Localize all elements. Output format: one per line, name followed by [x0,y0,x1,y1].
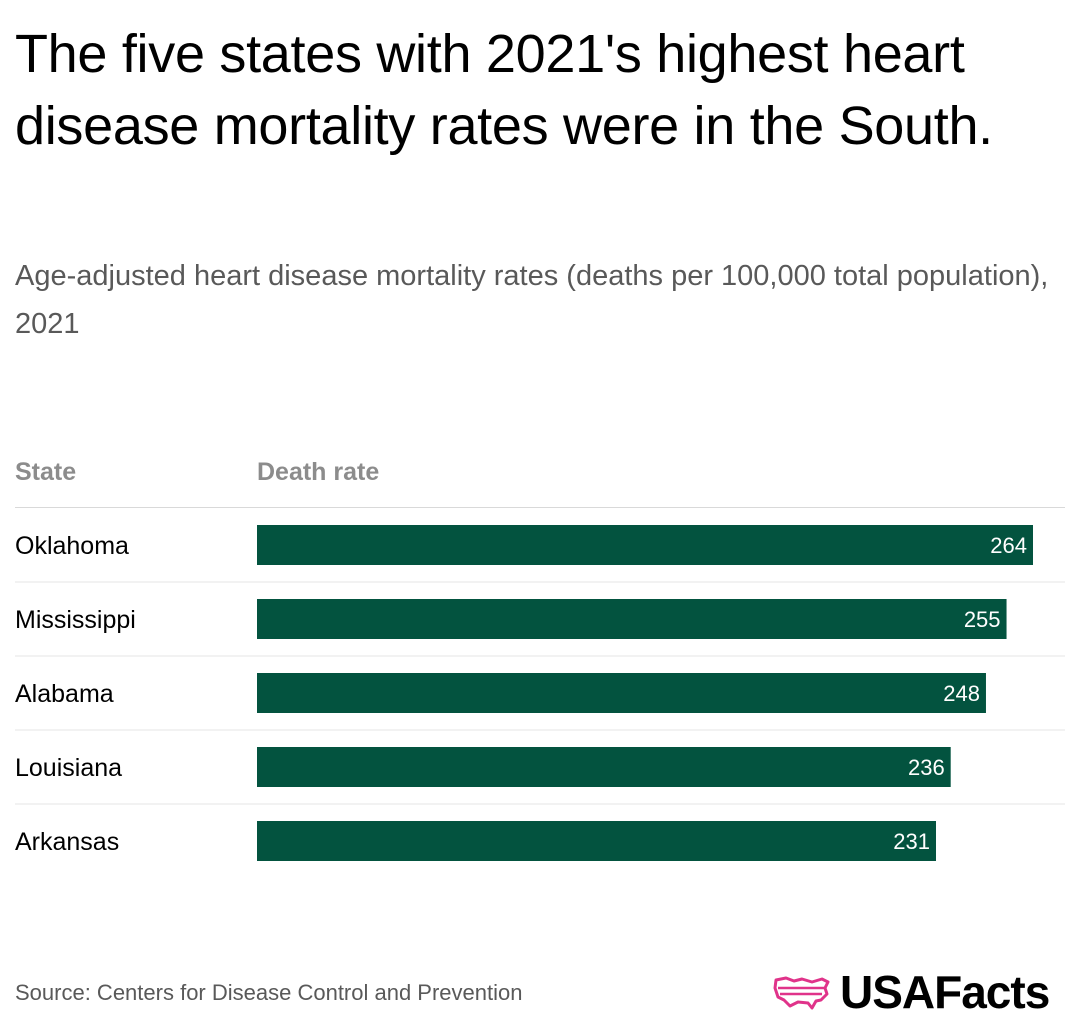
chart-subtitle: Age-adjusted heart disease mortality rat… [15,260,1049,340]
usafacts-brand: USAFacts [772,966,1050,1018]
bar [257,747,951,787]
state-label: Oklahoma [15,532,129,560]
bar-value-label: 255 [964,607,1001,632]
state-label: Louisiana [15,754,122,782]
bar [257,821,936,861]
brand-wordmark: USAFacts [840,966,1050,1018]
usa-map-logo-icon [773,976,830,1010]
death-rate-column-header: Death rate [257,458,380,486]
state-label: Alabama [15,680,114,708]
bar [257,525,1033,565]
chart-title: The five states with 2021's highest hear… [15,24,993,156]
state-label: Mississippi [15,606,136,634]
source-note: Source: Centers for Disease Control and … [15,980,523,1005]
header-divider [15,507,1065,508]
bar-value-label: 264 [990,533,1027,558]
bar [257,599,1007,639]
state-column-header: State [15,458,77,486]
state-label: Arkansas [15,828,119,856]
bar-value-label: 248 [943,681,980,706]
bar-chart: Oklahoma 264 Mississippi 255 Alabama 248 Louis… [15,525,1065,861]
bar-value-label: 231 [893,829,930,854]
bar [257,673,986,713]
bar-value-label: 236 [908,755,945,780]
